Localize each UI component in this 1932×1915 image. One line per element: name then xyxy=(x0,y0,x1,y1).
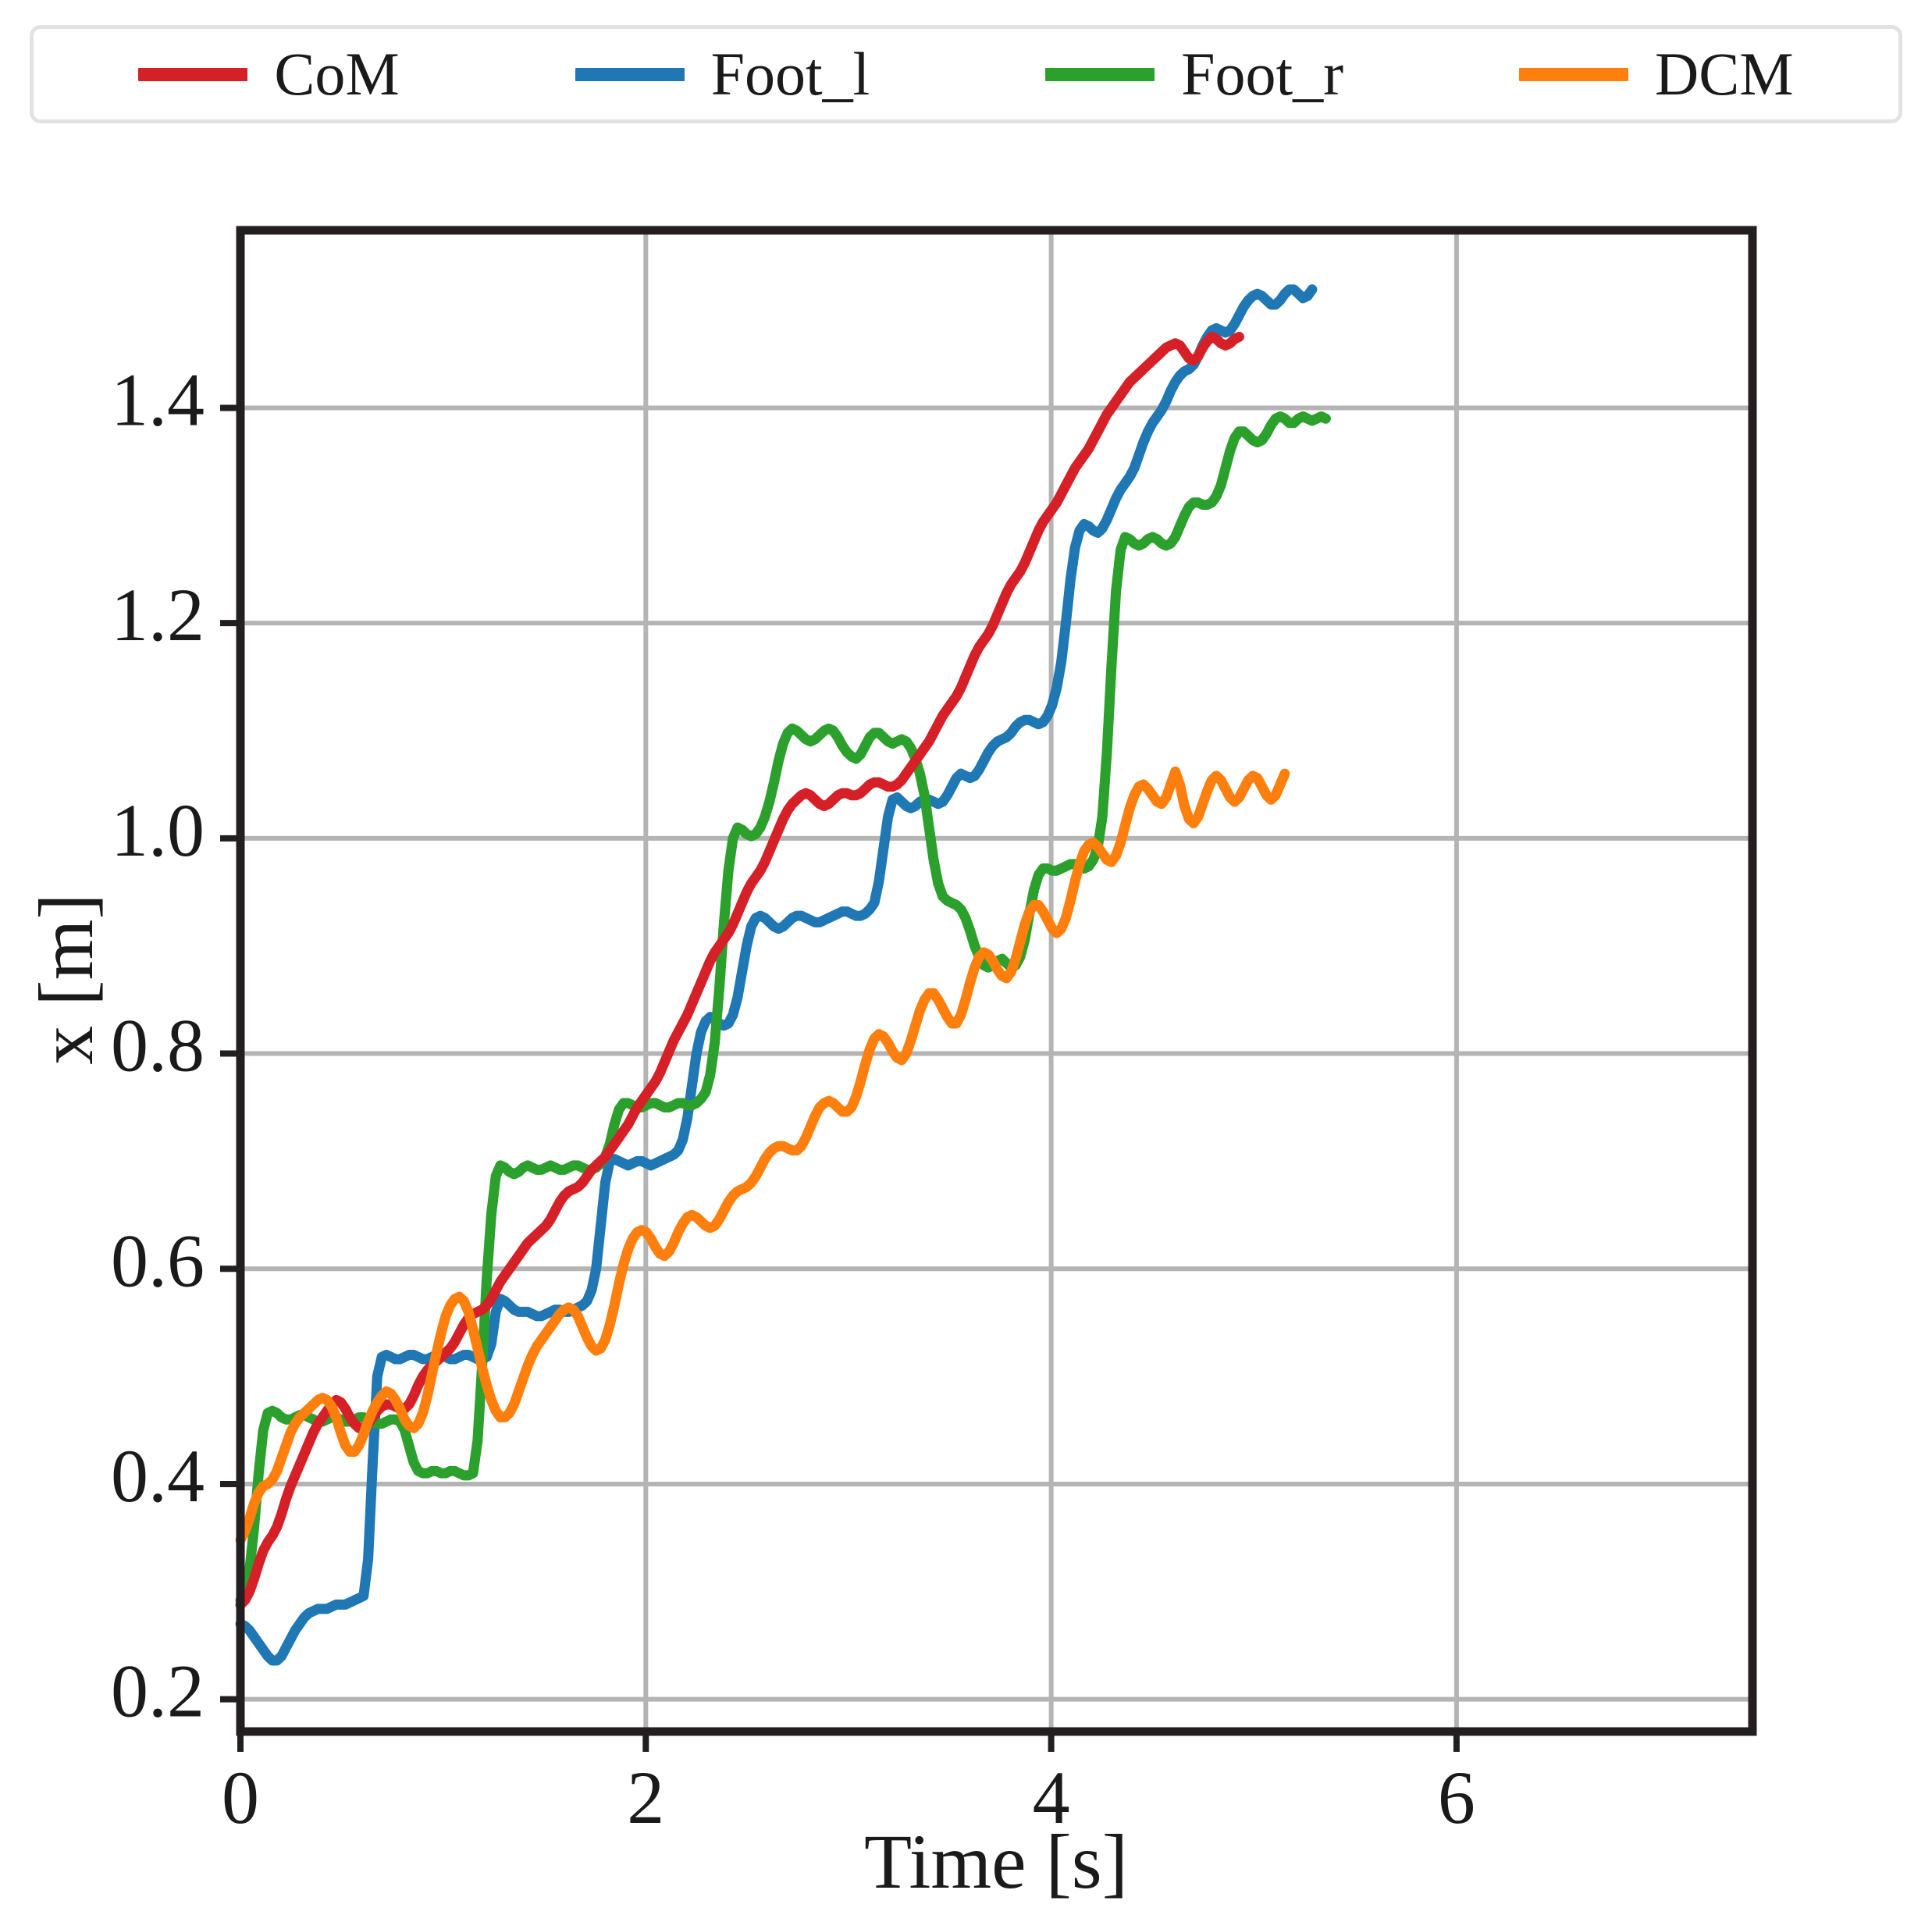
y-tick-label-5: 1.2 xyxy=(111,573,205,657)
legend-label-com: CoM xyxy=(274,40,400,108)
x-tick-label-2: 4 xyxy=(1033,1756,1070,1839)
x-tick-labels: 0 2 4 6 xyxy=(222,1756,1475,1839)
y-tick-label-0: 0.2 xyxy=(111,1650,205,1733)
x-tick-label-3: 6 xyxy=(1438,1756,1475,1839)
legend-swatch-dcm xyxy=(1518,67,1628,81)
series-line-dcm xyxy=(235,766,1290,1546)
y-tick-label-3: 0.8 xyxy=(111,1004,205,1087)
legend-entry-com: CoM xyxy=(138,40,400,108)
chart-legend: CoM Foot_l Foot_r DCM xyxy=(30,25,1902,123)
legend-swatch-foot-l xyxy=(575,67,685,81)
series-line-foot-r xyxy=(235,411,1331,1606)
axes-frame xyxy=(236,226,1757,1736)
gridlines xyxy=(240,230,1752,1732)
x-tick-label-0: 0 xyxy=(222,1756,259,1839)
y-tick-label-1: 0.4 xyxy=(111,1434,205,1518)
series-group xyxy=(235,284,1331,1666)
legend-swatch-foot-r xyxy=(1045,67,1155,81)
x-axis-title: Time [s] xyxy=(864,1818,1128,1905)
legend-entry-foot-l: Foot_l xyxy=(575,44,870,105)
series-line-foot-l xyxy=(235,284,1318,1666)
y-tick-label-4: 1.0 xyxy=(111,788,205,872)
legend-swatch-com xyxy=(138,67,248,81)
axes-spines xyxy=(236,226,1757,1736)
y-tick-labels: 0.2 0.4 0.6 0.8 1.0 1.2 1.4 xyxy=(111,358,205,1732)
legend-label-foot-l: Foot_l xyxy=(710,40,870,108)
y-axis-title: x [m] xyxy=(23,893,109,1064)
tick-marks xyxy=(220,404,1460,1752)
legend-entry-dcm: DCM xyxy=(1518,40,1794,108)
y-tick-label-2: 0.6 xyxy=(111,1219,205,1302)
legend-entry-foot-r: Foot_r xyxy=(1045,44,1343,105)
x-tick-label-1: 2 xyxy=(627,1756,664,1839)
legend-label-dcm: DCM xyxy=(1654,40,1794,108)
series-line-com xyxy=(235,331,1244,1610)
y-tick-label-6: 1.4 xyxy=(111,358,205,441)
legend-label-foot-r: Foot_r xyxy=(1181,40,1344,108)
